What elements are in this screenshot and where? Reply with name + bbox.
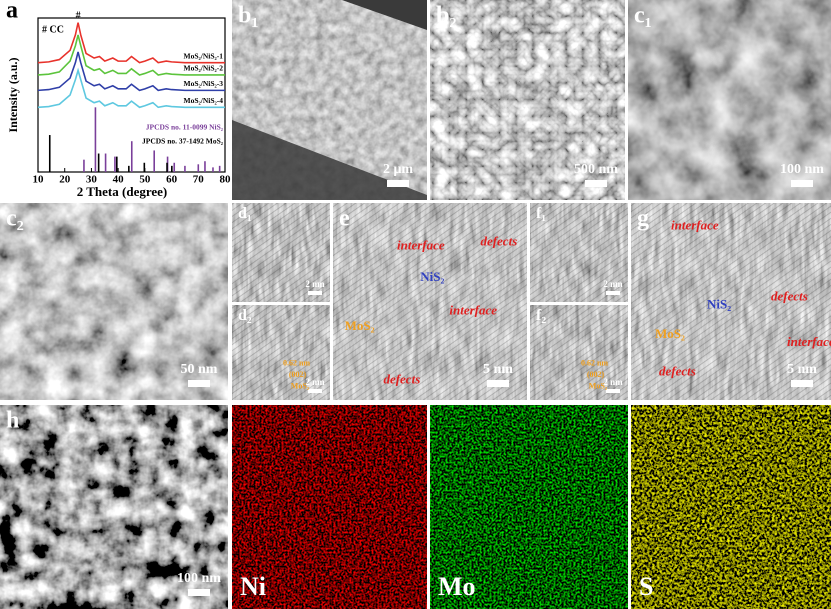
legend-label: MoS₂/NiS₂-2 bbox=[184, 64, 224, 73]
scale-bar bbox=[188, 589, 210, 596]
x-tick-label: 60 bbox=[166, 174, 178, 186]
xrd-panel: a 2 Theta (degree) Intensity (a.u.) 10 20… bbox=[6, 0, 231, 199]
y-axis-label: Intensity (a.u.) bbox=[6, 57, 20, 132]
annotation: defects bbox=[480, 233, 517, 248]
element-label: Ni bbox=[240, 572, 266, 601]
panel-label: d₂ bbox=[238, 307, 252, 324]
scale-bar bbox=[308, 389, 322, 393]
panel-label: b₁ bbox=[238, 2, 259, 28]
scale-bar bbox=[585, 180, 607, 187]
lattice-fringes bbox=[232, 203, 330, 302]
scale-bar bbox=[308, 291, 322, 295]
annotation: NiS₂ bbox=[707, 296, 731, 311]
annotation: MoS₂ bbox=[655, 326, 685, 341]
annotation: MoS₂ bbox=[291, 382, 310, 391]
x-axis-label: 2 Theta (degree) bbox=[77, 184, 168, 199]
panel-label: d₁ bbox=[238, 205, 252, 222]
x-tick-label: 30 bbox=[86, 174, 98, 186]
panel-label: g bbox=[637, 205, 649, 231]
reference-label: JPCDS no. 37-1492 MoS₂ bbox=[142, 137, 224, 146]
xrd-curve bbox=[37, 34, 225, 76]
lattice-fringes bbox=[232, 305, 330, 400]
lattice-fringes bbox=[530, 203, 628, 302]
legend-label: MoS₂/NiS₂-4 bbox=[184, 96, 224, 105]
element-label: Mo bbox=[438, 572, 476, 601]
fiber-gap bbox=[232, 120, 427, 200]
scale-bar-label: 5 nm bbox=[483, 362, 513, 377]
annotation: MoS₂ bbox=[345, 318, 375, 333]
scale-bar-label: 2 nm bbox=[603, 279, 623, 289]
legend-label: MoS₂/NiS₂-1 bbox=[184, 51, 224, 60]
scale-bar-label: 2 nm bbox=[305, 279, 325, 289]
panel-label: c₂ bbox=[6, 205, 24, 231]
reference-label: JPCDS no. 11-0099 NiS₂ bbox=[146, 123, 224, 132]
micrograph bbox=[430, 0, 625, 200]
scale-bar-label: 100 nm bbox=[780, 162, 824, 177]
scale-bar-label: 5 nm bbox=[787, 362, 817, 377]
lattice-fringes bbox=[530, 305, 628, 400]
panel-label: a bbox=[6, 0, 18, 24]
scale-bar-label: 2 nm bbox=[305, 377, 325, 387]
scale-bar-label: 2 nm bbox=[603, 377, 623, 387]
x-tick-label: 10 bbox=[33, 174, 45, 186]
legend-label: MoS₂/NiS₂-3 bbox=[184, 79, 224, 88]
panel-label: h bbox=[6, 407, 19, 433]
annotation: interface bbox=[397, 237, 445, 252]
micrograph bbox=[0, 203, 228, 400]
annotation: (002) bbox=[587, 370, 605, 379]
xrd-curve bbox=[37, 51, 225, 92]
x-tick-label: 80 bbox=[220, 174, 232, 186]
x-tick-label: 50 bbox=[139, 174, 151, 186]
annotation: defects bbox=[659, 363, 696, 378]
annotation: NiS₂ bbox=[420, 269, 444, 284]
element-label: S bbox=[639, 572, 653, 601]
annotation: 0.62 nm bbox=[581, 359, 608, 368]
annotation: interface bbox=[787, 334, 831, 349]
micrograph bbox=[0, 405, 228, 609]
x-tick-label: 20 bbox=[59, 174, 71, 186]
scale-bar bbox=[606, 389, 620, 393]
panel-label: e bbox=[339, 205, 350, 231]
panel-label: f₁ bbox=[536, 205, 546, 222]
annotation: defects bbox=[383, 371, 420, 386]
micrograph bbox=[232, 405, 427, 609]
scale-bar bbox=[791, 380, 813, 387]
panel-label: c₁ bbox=[634, 2, 652, 28]
scale-bar bbox=[188, 380, 210, 387]
annotation: # bbox=[76, 10, 81, 21]
scale-bar bbox=[387, 180, 409, 187]
scale-bar-label: 100 nm bbox=[177, 571, 221, 586]
panel-label: b₂ bbox=[436, 2, 457, 28]
scale-bar-label: 500 nm bbox=[574, 162, 618, 177]
annotation: (002) bbox=[289, 370, 307, 379]
annotation: defects bbox=[771, 289, 808, 304]
scale-bar bbox=[487, 380, 509, 387]
scale-bar-label: 50 nm bbox=[181, 362, 218, 377]
panel-label: f₂ bbox=[536, 307, 546, 324]
annotation: MoS₂ bbox=[589, 382, 608, 391]
annotation: interface bbox=[449, 302, 497, 317]
xrd-curve bbox=[37, 67, 225, 109]
x-tick-label: 40 bbox=[113, 174, 125, 186]
annotation: 0.62 nm bbox=[283, 359, 310, 368]
annotation: # CC bbox=[42, 24, 64, 35]
micrograph bbox=[628, 0, 831, 200]
scale-bar bbox=[606, 291, 620, 295]
xrd-curve bbox=[37, 22, 225, 64]
lattice-fringes bbox=[631, 203, 831, 400]
scale-bar-label: 2 μm bbox=[383, 162, 413, 177]
fiber-gap bbox=[342, 0, 427, 30]
micrograph bbox=[631, 405, 831, 609]
scale-bar bbox=[791, 180, 813, 187]
micrograph bbox=[430, 405, 628, 609]
lattice-fringes bbox=[333, 203, 527, 400]
annotation: interface bbox=[671, 218, 719, 233]
x-tick-label: 70 bbox=[193, 174, 205, 186]
